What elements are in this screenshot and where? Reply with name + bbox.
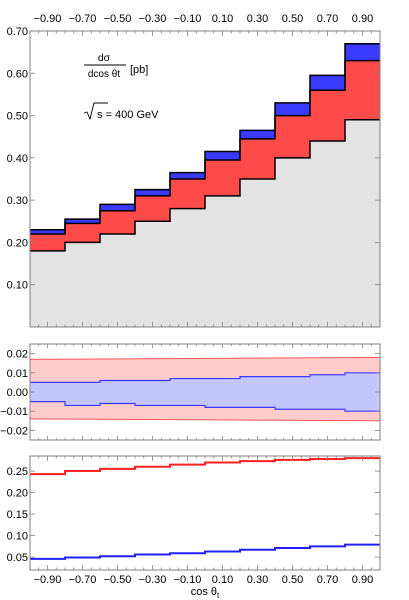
energy-annotation: s = 400 GeV <box>83 102 159 121</box>
bottom-lines <box>30 457 380 560</box>
bottom-ticks <box>29 456 381 570</box>
bottom-x-tick-label: 0.10 <box>212 574 233 586</box>
top-tick-label: −0.50 <box>104 13 132 25</box>
bottom-x-tick-label: −0.70 <box>69 574 97 586</box>
bottom-panel: 0.25 0.20 0.15 0.10 0.05 −0.90 −0.70 −0.50 −0.3… <box>7 455 381 600</box>
ratio-ticks <box>29 344 381 440</box>
main-ticks <box>29 30 381 327</box>
top-tick-label: −0.70 <box>69 13 97 25</box>
sqrt-sign <box>83 102 108 121</box>
bottom-x-tick-label: 0.30 <box>247 574 268 586</box>
ratio-fills <box>30 357 380 421</box>
bottom-x-tick-label: −0.10 <box>174 574 202 586</box>
ratio-panel: 0.02 0.01 0.00 −0.01 −0.02 <box>0 343 381 441</box>
main-y-tick-labels: 0.10 0.20 0.30 0.40 0.50 0.60 0.70 <box>7 26 28 292</box>
top-tick-label: 0.10 <box>212 13 233 25</box>
formula-unit: [pb] <box>130 64 148 76</box>
y-tick-label: −0.02 <box>0 425 28 437</box>
y-tick-label: 0.15 <box>7 509 28 521</box>
y-tick-label: 0.30 <box>7 195 28 207</box>
y-tick-label: 0.01 <box>7 368 28 380</box>
y-tick-label: 0.05 <box>7 552 28 564</box>
top-tick-label: −0.30 <box>139 13 167 25</box>
bottom-x-tick-label: 0.70 <box>317 574 338 586</box>
top-tick-label: 0.30 <box>247 13 268 25</box>
bottom-y-tick-labels: 0.25 0.20 0.15 0.10 0.05 <box>7 466 28 564</box>
base-step-line <box>30 119 380 252</box>
main-top-tick-labels: −0.90 −0.70 −0.50 −0.30 −0.10 0.10 0.30 0.50 0.7… <box>34 13 374 25</box>
bottom-x-tick-label: 0.90 <box>352 574 373 586</box>
y-tick-label: 0.25 <box>7 466 28 478</box>
red-band-upper-line <box>29 356 381 360</box>
blue-step-line <box>30 543 380 560</box>
top-tick-label: 0.90 <box>352 13 373 25</box>
blue-band-lower-line <box>30 401 380 412</box>
main-lines <box>30 42 380 252</box>
y-tick-label: 0.10 <box>7 531 28 543</box>
blue-uncertainty-band <box>30 372 380 412</box>
y-tick-label: 0.50 <box>7 111 28 123</box>
bottom-x-tick-label: −0.30 <box>139 574 167 586</box>
y-tick-label: 0.10 <box>7 280 28 292</box>
formula-denominator: dcos θt <box>88 69 120 80</box>
bottom-x-tick-label: 0.50 <box>282 574 303 586</box>
y-tick-label: 0.02 <box>7 349 28 361</box>
y-tick-label: −0.01 <box>0 406 28 418</box>
base-area <box>30 119 380 327</box>
top-tick-label: −0.10 <box>174 13 202 25</box>
bottom-x-tick-labels: −0.90 −0.70 −0.50 −0.30 −0.10 0.10 0.30 0.50 0.7… <box>34 574 374 586</box>
y-tick-label: 0.40 <box>7 153 28 165</box>
y-tick-label: 0.00 <box>7 387 28 399</box>
energy-label: s = 400 GeV <box>97 109 159 121</box>
y-tick-label: 0.20 <box>7 488 28 500</box>
x-axis-label: cos θt <box>191 586 220 600</box>
y-tick-label: 0.70 <box>7 26 28 38</box>
blue-step-line <box>30 42 380 231</box>
ratio-lines <box>29 356 381 422</box>
top-tick-label: 0.50 <box>282 13 303 25</box>
y-tick-label: 0.60 <box>7 68 28 80</box>
cross-section-annotation: dσ dcos θt [pb] <box>84 52 148 80</box>
red-step-line <box>30 457 380 476</box>
blue-band-upper-line <box>30 372 380 383</box>
top-tick-label: −0.90 <box>34 13 62 25</box>
red-band-lower-line <box>29 418 381 422</box>
y-tick-label: 0.20 <box>7 237 28 249</box>
formula-numerator: dσ <box>98 52 111 64</box>
bottom-x-tick-label: −0.50 <box>104 574 132 586</box>
bottom-x-tick-label: −0.90 <box>34 574 62 586</box>
main-panel: −0.90 −0.70 −0.50 −0.30 −0.10 0.10 0.30 0.50 0.7… <box>7 13 381 328</box>
ratio-y-tick-labels: 0.02 0.01 0.00 −0.01 −0.02 <box>0 349 28 438</box>
top-tick-label: 0.70 <box>317 13 338 25</box>
